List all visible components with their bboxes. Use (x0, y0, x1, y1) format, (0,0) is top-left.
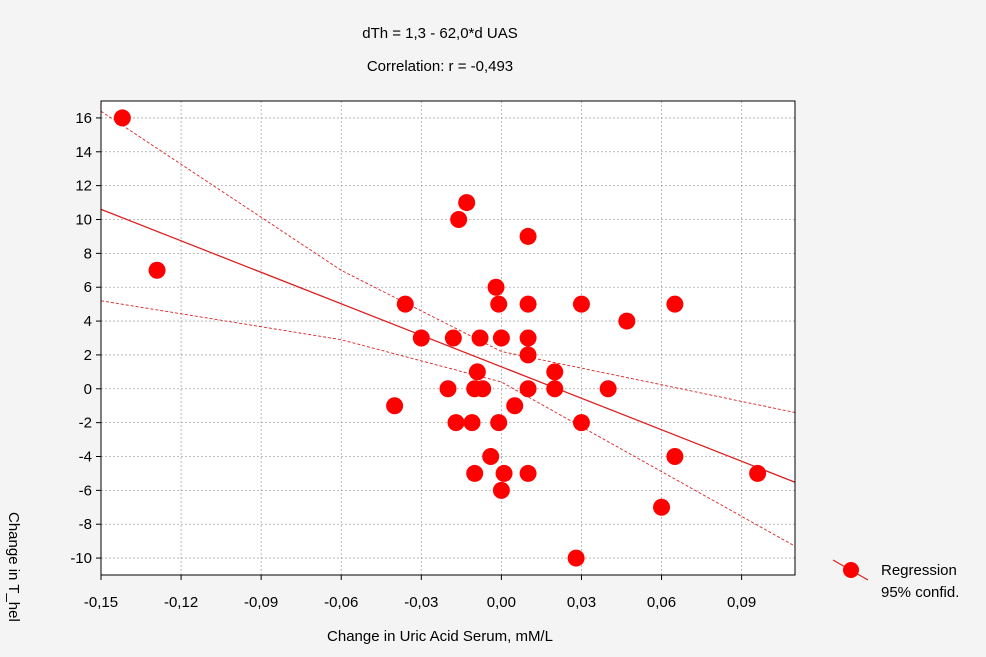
data-point (546, 380, 564, 398)
data-point (148, 261, 166, 279)
y-tick-label: 10 (75, 212, 92, 229)
data-point (572, 295, 590, 313)
chart-title: dTh = 1,3 - 62,0*d UAS (362, 25, 518, 42)
ci-upper-band (100, 110, 796, 413)
data-point (653, 498, 671, 516)
ci-lower-band (100, 300, 796, 547)
data-point (468, 363, 486, 381)
data-point (572, 414, 590, 432)
data-point (506, 397, 524, 415)
regression-line (100, 208, 796, 483)
data-point (666, 448, 684, 465)
x-tick-label: -0,06 (324, 594, 358, 611)
data-point (113, 109, 131, 127)
data-point (482, 448, 500, 465)
data-point (666, 295, 684, 313)
data-point (463, 414, 481, 432)
data-point (749, 464, 767, 482)
y-tick-label: 8 (84, 245, 92, 262)
x-axis: -0,15 -0,12 -0,09 -0,06 -0,03 0,00 0,03 0,06 0,0… (84, 575, 756, 611)
data-point (439, 380, 457, 398)
data-point (474, 380, 492, 398)
data-point (519, 380, 537, 398)
y-axis-label: Change in T_hel (5, 512, 22, 622)
y-tick-label: -2 (79, 415, 92, 432)
y-tick-label: -10 (70, 550, 92, 567)
y-tick-label: 14 (75, 144, 92, 161)
data-point (471, 329, 489, 347)
y-tick-label: -8 (79, 516, 92, 533)
data-point (599, 380, 617, 398)
y-axis: -10 -8 -6 -4 -2 0 2 4 6 8 10 12 14 16 (70, 110, 101, 567)
data-point (458, 194, 476, 212)
x-tick-label: -0,12 (164, 594, 198, 611)
plot-frame (100, 100, 796, 576)
data-point (495, 464, 513, 482)
data-point (450, 211, 468, 228)
x-tick-label: -0,15 (84, 594, 118, 611)
y-tick-label: 16 (75, 110, 92, 127)
data-point (444, 329, 462, 347)
data-point (447, 414, 465, 432)
legend-item-regression: Regression (881, 562, 957, 579)
data-point (546, 363, 564, 381)
legend-marker (843, 562, 859, 578)
data-point (519, 464, 537, 482)
data-point (490, 295, 508, 313)
data-point (567, 549, 585, 567)
legend: Regression 95% confid. (832, 559, 959, 601)
y-tick-label: 6 (84, 279, 92, 296)
data-point (519, 329, 537, 347)
x-tick-label: 0,09 (727, 594, 756, 611)
legend-item-confidence: 95% confid. (881, 584, 959, 601)
x-tick-label: 0,06 (647, 594, 676, 611)
x-tick-label: 0,00 (487, 594, 516, 611)
y-tick-label: 0 (84, 381, 92, 398)
y-tick-label: -6 (79, 482, 92, 499)
data-point (492, 329, 510, 347)
data-point (487, 278, 505, 296)
x-tick-label: -0,09 (244, 594, 278, 611)
confidence-bands (100, 110, 796, 547)
data-point (519, 346, 537, 364)
regression-line-group (100, 208, 796, 483)
data-point (412, 329, 430, 347)
data-point (396, 295, 414, 313)
y-tick-label: 2 (84, 347, 92, 364)
data-points (113, 109, 767, 567)
data-point (519, 295, 537, 313)
x-tick-label: -0,03 (404, 594, 438, 611)
data-point (466, 464, 484, 482)
chart-subtitle: Correlation: r = -0,493 (367, 58, 513, 75)
y-tick-label: 4 (84, 313, 92, 330)
data-point (490, 414, 508, 432)
data-point (386, 397, 404, 415)
data-point (492, 481, 510, 499)
data-point (519, 227, 537, 245)
y-tick-label: 12 (75, 178, 92, 195)
y-tick-label: -4 (79, 449, 92, 466)
x-axis-label: Change in Uric Acid Serum, mM/L (327, 628, 553, 645)
data-point (618, 312, 636, 330)
x-tick-label: 0,03 (567, 594, 596, 611)
